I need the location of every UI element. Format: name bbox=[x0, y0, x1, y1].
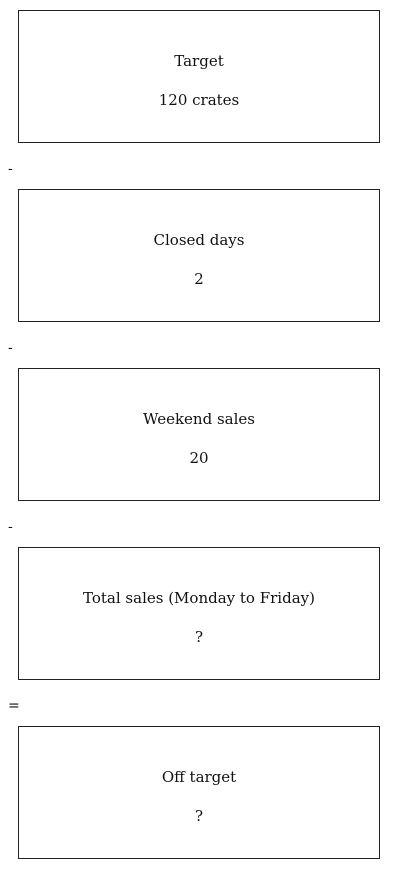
target-box: Target 120 crates bbox=[18, 10, 380, 143]
total-sales-box: Total sales (Monday to Friday) ? bbox=[18, 547, 380, 680]
closed-days-value: 2 bbox=[194, 270, 204, 288]
off-target-value: ? bbox=[194, 807, 204, 825]
total-sales-value: ? bbox=[194, 628, 204, 646]
equals-operator: = bbox=[8, 698, 20, 714]
weekend-sales-title: Weekend sales bbox=[143, 410, 255, 428]
minus-operator: - bbox=[8, 519, 13, 535]
target-value: 120 crates bbox=[158, 91, 240, 109]
target-title: Target bbox=[174, 52, 224, 70]
closed-days-box: Closed days 2 bbox=[18, 189, 380, 322]
closed-days-title: Closed days bbox=[153, 231, 245, 249]
weekend-sales-box: Weekend sales 20 bbox=[18, 368, 380, 501]
minus-operator: - bbox=[8, 161, 13, 177]
weekend-sales-value: 20 bbox=[189, 449, 209, 467]
minus-operator: - bbox=[8, 340, 13, 356]
total-sales-title: Total sales (Monday to Friday) bbox=[83, 589, 315, 607]
off-target-title: Off target bbox=[161, 768, 237, 786]
off-target-box: Off target ? bbox=[18, 726, 380, 859]
